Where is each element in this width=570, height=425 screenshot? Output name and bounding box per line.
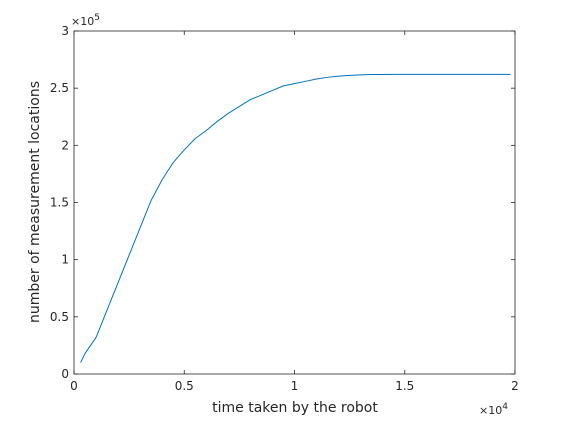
x-axis-exponent-power: 4 — [502, 402, 508, 412]
y-tick-label: 0 — [61, 367, 69, 381]
plot-area-background — [74, 31, 515, 374]
y-tick-label: 0.5 — [50, 310, 69, 324]
series-layer — [80, 73, 511, 363]
x-axis-exponent: ×104 — [479, 402, 508, 417]
tick-layer: 0 0.5 1 1.5 2 0 0.5 1 1.5 2 2.5 3 — [50, 24, 519, 393]
x-tick-label: 2 — [511, 379, 519, 393]
x-tick-label: 1 — [291, 379, 299, 393]
y-axis-exponent: ×105 — [71, 13, 100, 28]
x-tick-label: 0.5 — [175, 379, 194, 393]
y-axis-exponent-base: 10 — [80, 15, 94, 28]
axes-box — [73, 30, 516, 375]
x-axis-multiplier: × — [479, 404, 488, 417]
x-axis-label: time taken by the robot — [212, 400, 378, 416]
y-axis-label: number of measurement locations — [27, 81, 43, 323]
y-axis-exponent-power: 5 — [94, 13, 100, 23]
y-tick-label: 1.5 — [50, 196, 69, 210]
x-tick-label: 1.5 — [395, 379, 414, 393]
y-tick-label: 2.5 — [50, 81, 69, 95]
y-tick-label: 1 — [61, 253, 69, 267]
x-axis-exponent-base: 10 — [488, 404, 502, 417]
y-axis-multiplier: × — [71, 15, 80, 28]
y-tick-label: 2 — [61, 138, 69, 152]
y-tick-label: 3 — [61, 24, 69, 38]
series-line — [80, 73, 511, 363]
x-tick-label: 0 — [70, 379, 78, 393]
